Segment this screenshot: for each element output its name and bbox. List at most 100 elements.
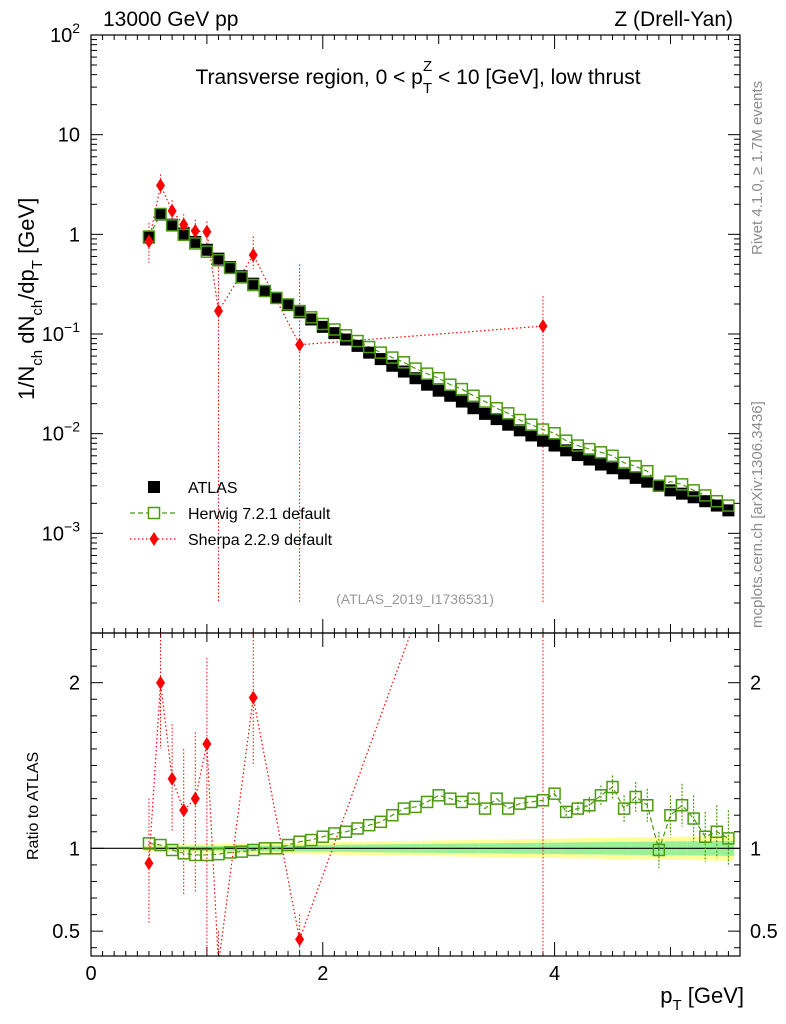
atlas-point bbox=[282, 299, 295, 312]
herwig-ratio-point bbox=[617, 802, 631, 815]
herwig-ratio-point bbox=[513, 797, 527, 810]
atlas-point bbox=[386, 359, 399, 372]
collision-label: 13000 GeV pp bbox=[103, 8, 238, 31]
atlas-point bbox=[641, 475, 654, 488]
atlas-point bbox=[293, 306, 306, 319]
sherpa-ratio-line bbox=[148, 633, 412, 956]
sherpa-ratio-point bbox=[295, 932, 305, 947]
atlas-point bbox=[432, 384, 445, 397]
panel-frames bbox=[90, 34, 741, 957]
herwig-ratio-point bbox=[675, 799, 689, 812]
sherpa-ratio-point bbox=[202, 736, 212, 751]
herwig-ratio-point bbox=[629, 790, 642, 804]
x-tick-label: 4 bbox=[549, 963, 560, 985]
atlas-point bbox=[652, 479, 665, 492]
herwig-ratio-point bbox=[165, 843, 179, 857]
herwig-point bbox=[501, 407, 515, 420]
herwig-ratio-point bbox=[328, 827, 341, 840]
herwig-ratio-point bbox=[177, 847, 190, 860]
herwig-ratio-point bbox=[501, 802, 515, 815]
y-tick-label: 1 bbox=[69, 224, 80, 246]
main-panel-series bbox=[142, 174, 735, 603]
rivet-version-label: Rivet 4.1.0, ≥ 1.7M events bbox=[749, 81, 766, 255]
herwig-ratio-point bbox=[548, 787, 561, 800]
atlas-point bbox=[339, 333, 352, 346]
atlas-point bbox=[235, 270, 248, 283]
herwig-ratio-point bbox=[432, 789, 445, 802]
herwig-point bbox=[467, 389, 480, 403]
herwig-point bbox=[235, 271, 248, 284]
sherpa-point bbox=[144, 234, 154, 249]
herwig-point bbox=[258, 284, 272, 298]
herwig-point bbox=[629, 460, 642, 473]
herwig-point bbox=[223, 261, 237, 275]
atlas-point bbox=[502, 418, 515, 431]
atlas-point bbox=[154, 208, 167, 221]
herwig-ratio-point bbox=[397, 802, 411, 815]
ratio-plot-area bbox=[91, 262, 740, 971]
sherpa-point bbox=[190, 224, 200, 239]
herwig-ratio-point bbox=[478, 802, 492, 815]
herwig-ratio-point bbox=[664, 808, 677, 822]
atlas-point bbox=[490, 413, 503, 426]
atlas-point bbox=[258, 285, 271, 298]
atlas-point bbox=[618, 467, 631, 480]
legend-label-herwig: Herwig 7.2.1 default bbox=[188, 506, 331, 523]
herwig-point bbox=[270, 291, 283, 305]
herwig-ratio-point bbox=[722, 832, 735, 845]
legend-label-atlas: ATLAS bbox=[188, 480, 238, 497]
axes: 102 10 1 10−1 10−2 10−3 0 2 4 2 2 1 1 0.5 0.5 bbox=[42, 20, 778, 985]
atlas-point bbox=[224, 261, 237, 274]
sherpa-point bbox=[295, 337, 305, 352]
sherpa-ratio-point bbox=[214, 957, 223, 971]
herwig-ratio-point bbox=[374, 815, 387, 829]
sherpa-ratio-point bbox=[144, 856, 154, 871]
herwig-ratio-point bbox=[304, 833, 318, 847]
atlas-point bbox=[629, 471, 642, 484]
sherpa-ratio-point bbox=[248, 690, 258, 705]
herwig-ratio-point bbox=[571, 802, 584, 815]
atlas-point bbox=[525, 429, 538, 442]
herwig-point bbox=[200, 245, 214, 258]
atlas-point bbox=[676, 487, 689, 500]
atlas-point bbox=[560, 444, 573, 457]
herwig-point bbox=[304, 311, 318, 324]
herwig-ratio-point bbox=[467, 792, 480, 805]
sherpa-ratio-point bbox=[167, 771, 177, 786]
atlas-point bbox=[594, 458, 607, 471]
herwig-ratio-point bbox=[594, 789, 608, 802]
y-tick-label: 10−3 bbox=[42, 518, 80, 545]
main-plot-area bbox=[142, 174, 735, 603]
atlas-point bbox=[479, 407, 492, 420]
atlas-point bbox=[536, 434, 549, 447]
atlas-point bbox=[421, 378, 434, 391]
atlas-point bbox=[166, 218, 179, 231]
herwig-ratio-point bbox=[420, 795, 434, 809]
legend-atlas-marker bbox=[148, 481, 160, 493]
herwig-ratio-point bbox=[525, 795, 538, 809]
atlas-point bbox=[316, 320, 329, 333]
herwig-point bbox=[397, 356, 411, 369]
herwig-ratio-point bbox=[362, 818, 376, 832]
atlas-point bbox=[444, 389, 457, 402]
x-tick-label: 0 bbox=[85, 963, 96, 985]
herwig-ratio-point bbox=[490, 792, 503, 805]
process-label: Z (Drell-Yan) bbox=[614, 8, 733, 31]
herwig-point bbox=[525, 418, 538, 431]
x-axis-label: pT [GeV] bbox=[660, 983, 744, 1014]
herwig-point bbox=[722, 499, 735, 512]
herwig-ratio-point bbox=[698, 830, 712, 843]
ratio-tick-label-right: 1 bbox=[750, 838, 761, 860]
ratio-tick-label-right: 0.5 bbox=[750, 921, 778, 943]
ratio-panel-frame bbox=[90, 632, 741, 957]
sherpa-ratio-point bbox=[538, 262, 547, 276]
herwig-point bbox=[293, 304, 306, 318]
herwig-ratio-point bbox=[710, 825, 724, 839]
mcplots-label: mcplots.cern.ch [arXiv:1306.3436] bbox=[749, 401, 766, 628]
atlas-point bbox=[513, 424, 526, 437]
atlas-point bbox=[455, 395, 468, 408]
herwig-ratio-point bbox=[189, 848, 202, 862]
atlas-point bbox=[664, 484, 677, 497]
y-tick-label: 10 bbox=[58, 125, 80, 147]
herwig-point bbox=[490, 401, 503, 415]
